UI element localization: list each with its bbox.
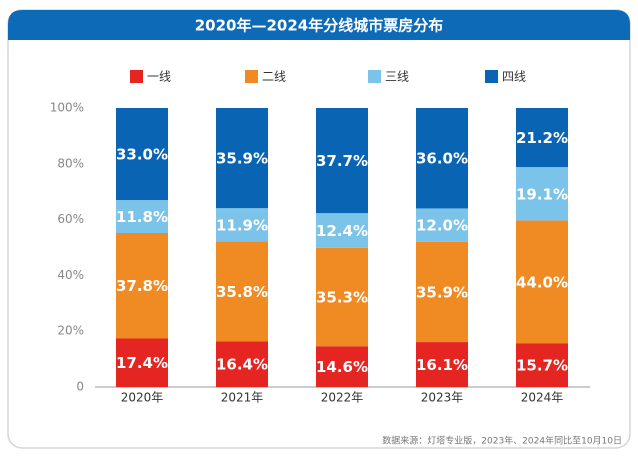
bar-segment	[316, 346, 368, 387]
source-note: 数据来源：灯塔专业版，2023年、2024年同比至10月10日	[382, 435, 622, 447]
data-label: 35.9%	[416, 284, 468, 302]
data-label: 37.8%	[116, 277, 168, 295]
data-label: 17.4%	[116, 354, 168, 372]
data-label: 11.9%	[216, 216, 268, 234]
data-label: 19.1%	[516, 185, 568, 203]
bar-segment	[416, 241, 468, 343]
data-label: 37.7%	[316, 152, 368, 170]
data-label: 35.3%	[316, 289, 368, 307]
bar-segment	[216, 241, 268, 342]
data-label: 35.9%	[216, 150, 268, 168]
data-label: 11.8%	[116, 208, 168, 226]
bar-segment	[116, 338, 168, 387]
data-label: 36.0%	[416, 150, 468, 168]
chart-title: 2020年—2024年分线城市票房分布	[195, 17, 444, 35]
legend-label: 四线	[502, 70, 526, 84]
bar-segment	[416, 208, 468, 242]
legend-label: 二线	[262, 70, 286, 84]
bar-segment	[116, 232, 168, 339]
bar-segment	[516, 167, 568, 221]
legend-label: 三线	[385, 70, 409, 84]
y-tick-label: 40%	[57, 268, 84, 282]
bar-segment	[316, 108, 368, 214]
y-tick-label: 60%	[57, 212, 84, 226]
data-label: 12.0%	[416, 217, 468, 235]
data-label: 16.1%	[416, 356, 468, 374]
y-tick-label: 80%	[57, 156, 84, 170]
bar-segment	[416, 342, 468, 387]
legend-swatch	[368, 70, 381, 83]
legend-swatch	[130, 70, 143, 83]
data-label: 16.4%	[216, 356, 268, 374]
data-label: 33.0%	[116, 146, 168, 164]
bar-segment	[116, 108, 168, 201]
x-tick-label: 2024年	[521, 391, 564, 405]
y-tick-label: 100%	[50, 101, 84, 115]
bar-segment	[516, 220, 568, 344]
data-label: 35.8%	[216, 283, 268, 301]
bar-segment	[116, 200, 168, 233]
bar-segment	[216, 208, 268, 242]
bar-segment	[516, 343, 568, 387]
y-tick-label: 20%	[57, 324, 84, 338]
legend-swatch	[245, 70, 258, 83]
bar-segment	[216, 341, 268, 387]
x-tick-label: 2022年	[321, 391, 364, 405]
data-label: 21.2%	[516, 129, 568, 147]
y-tick-label: 0	[76, 380, 84, 394]
data-label: 44.0%	[516, 273, 568, 291]
legend-swatch	[485, 70, 498, 83]
title-bar	[8, 10, 630, 40]
x-tick-label: 2020年	[121, 391, 164, 405]
bar-segment	[216, 108, 268, 209]
bar-segment	[416, 108, 468, 209]
x-tick-label: 2023年	[421, 391, 464, 405]
data-label: 14.6%	[316, 358, 368, 376]
x-tick-label: 2021年	[221, 391, 264, 405]
legend-label: 一线	[147, 70, 171, 84]
bar-segment	[516, 108, 568, 168]
bar-segment	[316, 247, 368, 347]
data-label: 12.4%	[316, 222, 368, 240]
bar-segment	[316, 213, 368, 248]
data-label: 15.7%	[516, 357, 568, 375]
